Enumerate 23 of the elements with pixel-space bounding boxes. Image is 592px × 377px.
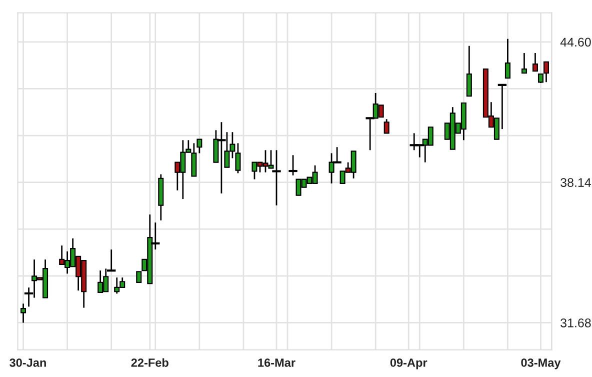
y-tick-label: 44.60: [560, 38, 591, 47]
candlestick: [196, 138, 202, 154]
candlestick: [466, 45, 472, 97]
x-tick-label: 30-Jan: [10, 358, 46, 367]
candlestick: [235, 142, 241, 174]
candlestick: [504, 38, 510, 79]
candlestick: [106, 248, 116, 272]
y-tick-label: 31.68: [560, 318, 591, 328]
x-tick-label: 09-Apr: [390, 358, 428, 370]
x-tick-label: 03-May: [521, 358, 561, 370]
candlestick: [532, 52, 538, 72]
candlestick: [384, 118, 390, 134]
candlestick: [20, 302, 26, 324]
candlestick: [272, 149, 281, 206]
candlestick: [288, 154, 298, 176]
x-tick-label: 22-Feb: [131, 358, 168, 367]
y-tick-label: 38.14: [560, 178, 591, 187]
candlestick: [136, 271, 142, 284]
candlestick: [521, 52, 527, 74]
candlestick: [543, 61, 549, 83]
x-tick-label: 16-Mar: [258, 358, 296, 367]
candlestick: [498, 84, 507, 130]
candlestick: [217, 121, 226, 194]
